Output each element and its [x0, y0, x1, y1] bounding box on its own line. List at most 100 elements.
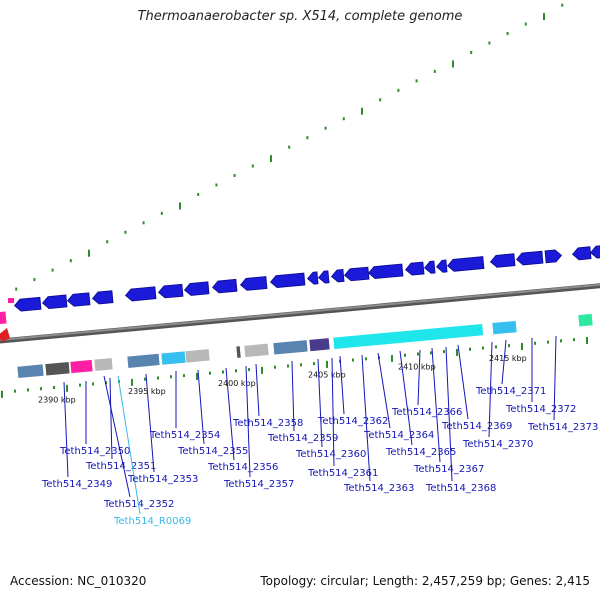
gene-arrow [13, 296, 42, 312]
label-leader [553, 335, 557, 421]
gene-arrow [211, 278, 238, 294]
label-leader [245, 365, 251, 478]
label-leader [501, 339, 507, 385]
label-leader [431, 347, 441, 463]
backbone-highlight [0, 283, 600, 342]
gene-label: Teth514_R0069 [113, 516, 191, 527]
gene-arrow [544, 249, 563, 264]
gene-label: Teth514_2362 [317, 416, 388, 427]
gene-arrow [124, 286, 157, 302]
gene-label: Teth514_2360 [295, 449, 366, 460]
scale-label: 2405 kbp [308, 371, 346, 380]
gene-label: Teth514_2361 [307, 468, 378, 479]
gene-arrow [41, 294, 68, 309]
label-leader [63, 381, 69, 478]
label-leader [488, 341, 493, 438]
label-leader [291, 360, 295, 432]
scale-label: 2395 kbp [128, 387, 166, 396]
gene-arrow [66, 292, 91, 307]
cog-block [16, 363, 45, 379]
label-leader [197, 369, 205, 445]
label-leader [103, 375, 131, 498]
gene-label: Teth514_2369 [441, 421, 512, 432]
gene-label: Teth514_2365 [385, 447, 456, 458]
cog-block [577, 313, 594, 328]
gene-arrow [423, 260, 436, 274]
gene-arrow [343, 266, 370, 282]
scale-label: 2415 kbp [489, 354, 527, 363]
gene-arrow [269, 272, 306, 288]
gene-arrow [157, 283, 184, 299]
cog-block [332, 323, 484, 350]
gene-label: Teth514_2371 [475, 386, 546, 397]
gene-arrow [435, 259, 448, 273]
gene-label: Teth514_2349 [41, 479, 112, 490]
cog-block [8, 298, 14, 303]
gene-label: Teth514_2366 [391, 407, 462, 418]
scale-label: 2410 kbp [398, 362, 436, 371]
gene-arrow [367, 263, 404, 279]
label-leader [457, 344, 469, 420]
cog-block [93, 357, 114, 372]
gene-label: Teth514_2354 [149, 430, 220, 441]
gene-arrow [239, 276, 268, 291]
cog-block [69, 359, 94, 374]
label-leader [331, 357, 335, 467]
cog-block [272, 339, 309, 356]
gene-label: Teth514_2353 [127, 474, 198, 485]
cog-block [0, 311, 7, 325]
cog-block [44, 361, 71, 377]
gene-label: Teth514_2350 [59, 446, 130, 457]
gene-arrow [446, 256, 485, 272]
label-leader [255, 363, 260, 417]
gene-arrow [183, 281, 210, 296]
gene-label: Teth514_2368 [425, 483, 496, 494]
label-leader [361, 354, 371, 482]
gene-label: Teth514_2359 [267, 433, 338, 444]
cog-block [184, 348, 211, 364]
gene-arrow [515, 250, 544, 266]
cog-block [491, 320, 518, 336]
cog-block [126, 353, 161, 369]
gene-label: Teth514_2363 [343, 483, 414, 494]
label-leader [225, 367, 235, 461]
label-leader [317, 358, 323, 448]
scale-label: 2390 kbp [38, 396, 76, 405]
label-leader [145, 373, 155, 473]
label-leader [339, 355, 345, 415]
gene-arrow [571, 246, 592, 261]
scale-label: 2400 kbp [218, 379, 256, 388]
cog-block [243, 343, 270, 358]
gene-arrow [330, 269, 345, 283]
gene-arrow [489, 253, 516, 268]
map-title: Thermoanaerobacter sp. X514, complete ge… [137, 9, 463, 24]
topology-text: Topology: circular; Length: 2,457,259 bp… [260, 574, 590, 588]
cog-block [308, 337, 331, 352]
gene-label: Teth514_2367 [413, 464, 484, 475]
gene-label: Teth514_2364 [363, 430, 434, 441]
gene-arrow [306, 271, 319, 285]
cog-block [160, 350, 187, 366]
gene-label: Teth514_2370 [462, 439, 533, 450]
gene-arrow [317, 270, 330, 284]
gene-label: Teth514_2358 [232, 418, 303, 429]
gene-label: Teth514_2372 [505, 404, 576, 415]
gene-arrow [404, 261, 425, 276]
label-leader [117, 375, 141, 515]
label-leader [445, 346, 453, 482]
label-leader [377, 352, 391, 429]
label-leader [399, 350, 413, 446]
label-leader [109, 377, 113, 460]
gene-label: Teth514_2351 [85, 461, 156, 472]
gene-arrow [589, 245, 600, 259]
gene-arrow [91, 290, 114, 305]
accession-text: Accession: NC_010320 [10, 574, 147, 588]
gene-label: Teth514_2357 [223, 479, 294, 490]
gene-label: Teth514_2373 [527, 422, 598, 433]
gene-label: Teth514_2356 [207, 462, 278, 473]
gene-arrow [0, 328, 10, 342]
gene-label: Teth514_2355 [177, 446, 248, 457]
cog-block [235, 345, 242, 359]
label-leader [417, 349, 421, 406]
